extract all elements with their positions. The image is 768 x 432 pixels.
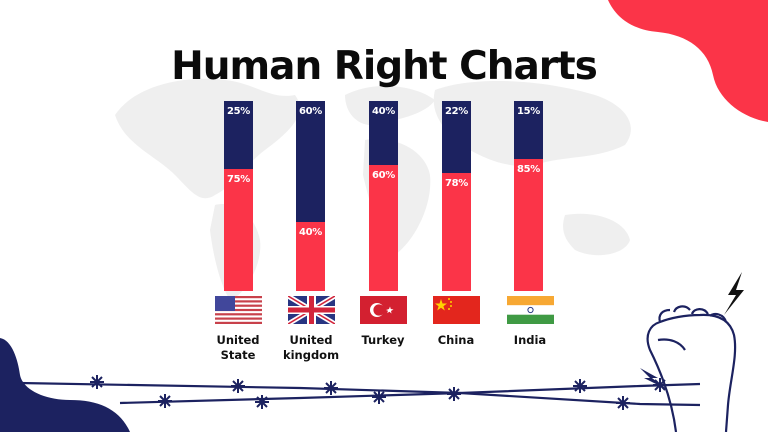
label-line: United xyxy=(289,333,333,347)
country-label-india: India xyxy=(490,333,570,348)
label-line: United xyxy=(216,333,260,347)
label-line: Turkey xyxy=(361,333,405,347)
india-flag-icon xyxy=(507,296,554,324)
value-label: 25% xyxy=(226,106,251,117)
bar-china: 22% 78% xyxy=(442,101,471,291)
value-label: 40% xyxy=(371,106,396,117)
value-label: 78% xyxy=(444,178,469,189)
country-label-united-kingdom: United kingdom xyxy=(271,333,351,363)
value-label: 22% xyxy=(444,106,469,117)
bar-united-kingdom: 60% 40% xyxy=(296,101,325,291)
bar-segment-bottom: 78% xyxy=(442,173,471,291)
value-label: 85% xyxy=(516,164,541,175)
bar-segment-top: 40% xyxy=(369,101,398,165)
value-label: 60% xyxy=(298,106,323,117)
navy-blob-decoration xyxy=(0,338,130,432)
value-label: 75% xyxy=(226,174,251,185)
bar-segment-bottom: 85% xyxy=(514,159,543,291)
chart-title: Human Right Charts xyxy=(171,44,598,89)
bar-segment-top: 25% xyxy=(224,101,253,169)
bar-segment-bottom: 75% xyxy=(224,169,253,291)
bar-turkey: 40% 60% xyxy=(369,101,398,291)
country-label-united-state: United State xyxy=(198,333,278,363)
turkey-flag-icon xyxy=(360,296,407,324)
value-label: 40% xyxy=(298,227,323,238)
bar-india: 15% 85% xyxy=(514,101,543,291)
value-label: 15% xyxy=(516,106,541,117)
value-label: 60% xyxy=(371,170,396,181)
country-label-china: China xyxy=(416,333,496,348)
bar-segment-top: 60% xyxy=(296,101,325,222)
us-flag-icon xyxy=(215,296,262,324)
label-line: India xyxy=(513,333,547,347)
red-blob-decoration xyxy=(608,0,768,122)
label-line: kingdom xyxy=(282,348,340,362)
raised-fist-icon xyxy=(640,272,744,432)
label-line: China xyxy=(437,333,475,347)
bar-segment-bottom: 60% xyxy=(369,165,398,291)
bar-segment-top: 22% xyxy=(442,101,471,173)
label-line: State xyxy=(220,348,256,362)
china-flag-icon xyxy=(433,296,480,324)
bar-segment-bottom: 40% xyxy=(296,222,325,291)
barb-icons xyxy=(90,375,667,410)
uk-flag-icon xyxy=(288,296,335,324)
country-label-turkey: Turkey xyxy=(343,333,423,348)
bar-united-state: 25% 75% xyxy=(224,101,253,291)
bar-segment-top: 15% xyxy=(514,101,543,159)
